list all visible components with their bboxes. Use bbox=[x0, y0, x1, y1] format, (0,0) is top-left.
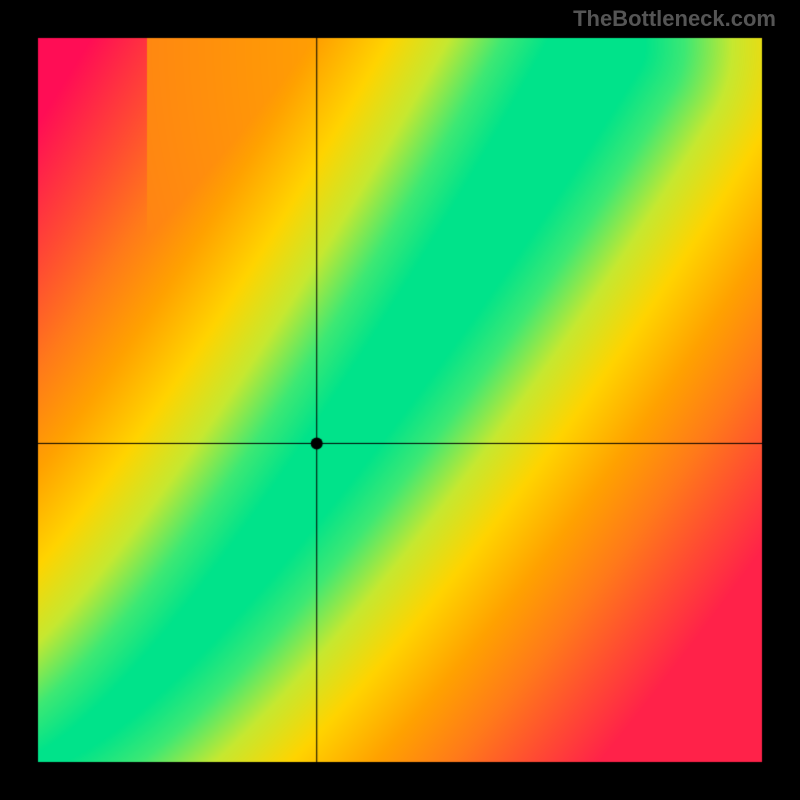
watermark-text: TheBottleneck.com bbox=[573, 6, 776, 32]
bottleneck-heatmap bbox=[0, 0, 800, 800]
